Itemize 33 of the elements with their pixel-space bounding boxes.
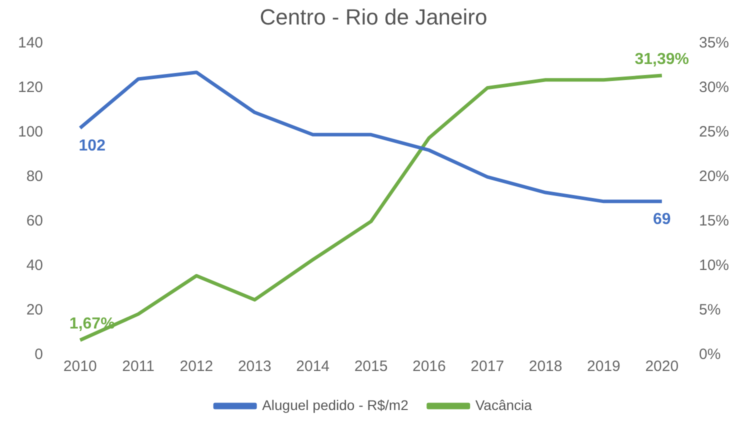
y-tick-label: 0 (34, 346, 44, 364)
x-tick-label: 2013 (238, 358, 272, 376)
chart-title: Centro - Rio de Janeiro (260, 4, 488, 30)
data-label: 69 (652, 210, 671, 228)
y2-tick-label: 15% (698, 212, 730, 230)
x-tick-label: 2017 (470, 358, 504, 376)
y-tick-label: 60 (26, 212, 44, 230)
y2-tick-label: 5% (698, 302, 721, 319)
data-label: 102 (78, 137, 106, 154)
x-tick-label: 2014 (296, 358, 330, 376)
legend-label: Vacância (475, 396, 532, 413)
y-tick-label: 120 (18, 79, 44, 96)
y2-tick-label: 25% (698, 124, 730, 141)
y2-tick-label: 30% (698, 79, 730, 96)
data-label: 31,39% (634, 50, 690, 68)
y2-tick-label: 0% (698, 346, 721, 364)
y-tick-label: 100 (18, 124, 44, 141)
y-tick-label: 140 (18, 34, 44, 52)
y2-tick-label: 35% (698, 34, 730, 52)
legend-label: Aluguel pedido - R$/m2 (262, 396, 409, 413)
x-tick-label: 2020 (645, 358, 679, 376)
x-tick-label: 2015 (354, 358, 388, 376)
y2-tick-label: 10% (698, 257, 730, 274)
y-tick-label: 80 (26, 168, 44, 186)
y-tick-label: 20 (26, 302, 44, 319)
y2-tick-label: 20% (698, 168, 730, 186)
x-tick-label: 2012 (180, 358, 214, 376)
x-tick-label: 2011 (122, 358, 154, 376)
x-tick-label: 2010 (63, 358, 97, 376)
y-tick-label: 40 (26, 257, 44, 274)
x-tick-label: 2018 (528, 358, 562, 376)
x-tick-label: 2016 (412, 358, 446, 376)
x-tick-label: 2019 (587, 358, 620, 376)
